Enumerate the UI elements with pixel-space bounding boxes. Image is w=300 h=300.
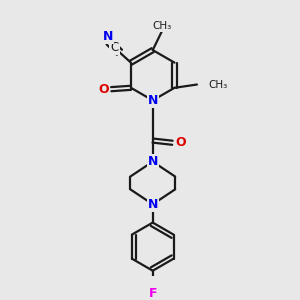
Text: O: O [98,83,109,96]
Text: N: N [148,94,158,107]
Text: O: O [176,136,187,149]
Text: C: C [110,41,119,54]
Text: F: F [148,287,157,300]
Text: N: N [148,155,158,168]
Text: N: N [103,31,113,44]
Text: CH₃: CH₃ [208,80,228,89]
Text: CH₃: CH₃ [153,21,172,31]
Text: N: N [148,198,158,211]
